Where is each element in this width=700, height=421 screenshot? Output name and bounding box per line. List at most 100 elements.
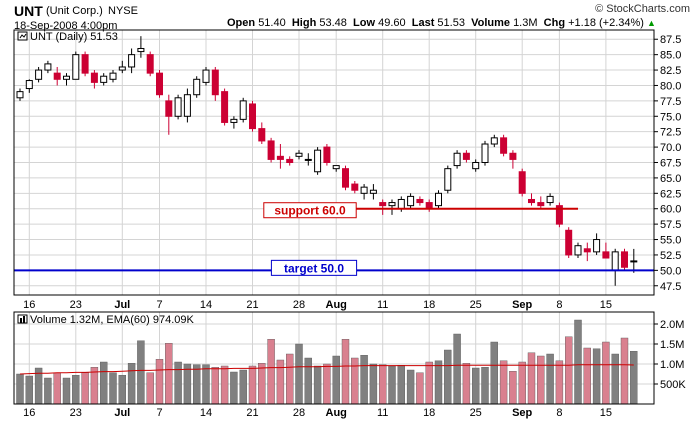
candle xyxy=(500,134,508,157)
date-tick-label: 7 xyxy=(156,407,162,419)
candle xyxy=(276,144,284,169)
volume-bar xyxy=(211,367,220,405)
date-tick-label: 23 xyxy=(70,299,82,311)
candle xyxy=(63,73,70,86)
date-tick-label: 11 xyxy=(377,407,388,419)
candle-body xyxy=(16,91,24,99)
date-tick-label: 21 xyxy=(246,299,258,311)
price-tick-label: 82.5 xyxy=(660,65,681,77)
candle xyxy=(239,97,247,123)
candle-body xyxy=(267,140,275,160)
candle-body xyxy=(472,162,480,170)
volume-axis: 500K 1.0M 1.5M 2.0M xyxy=(654,319,686,391)
candle xyxy=(165,94,173,135)
candle-body xyxy=(239,100,247,120)
price-legend: UNT (Daily) 51.53 xyxy=(17,31,118,43)
volume-bar xyxy=(574,319,582,405)
target-label: target 50.0 xyxy=(270,259,358,276)
candle xyxy=(490,134,498,148)
candle xyxy=(183,88,191,123)
volume-bar xyxy=(109,372,117,405)
candle xyxy=(611,248,619,286)
volume-bar xyxy=(258,363,266,405)
date-tick-label: 14 xyxy=(200,299,212,311)
candle-body xyxy=(621,251,628,268)
ema-line xyxy=(19,364,634,375)
open-value: 51.40 xyxy=(258,17,286,29)
candle-body xyxy=(360,186,368,194)
price-tick-label: 77.5 xyxy=(660,96,681,108)
price-tick-label: 62.5 xyxy=(660,188,681,200)
price-tick-label: 87.5 xyxy=(660,34,681,46)
candle xyxy=(193,76,201,98)
volume-bar xyxy=(630,351,638,405)
candle xyxy=(509,150,517,169)
candle-body xyxy=(481,143,489,163)
candle-body xyxy=(146,54,154,74)
candle xyxy=(267,137,275,163)
candle-body xyxy=(25,80,33,90)
date-tick-label: 8 xyxy=(556,407,562,419)
volume-bar xyxy=(537,355,545,405)
candle xyxy=(453,150,461,169)
candle-body xyxy=(35,69,43,80)
candle xyxy=(602,242,610,259)
candle-body xyxy=(211,69,219,96)
price-tick-label: 80.0 xyxy=(660,80,681,92)
volume-bar xyxy=(323,363,331,405)
date-tick-label: 28 xyxy=(293,407,305,419)
candle-body xyxy=(509,152,517,160)
candle xyxy=(388,199,396,215)
candle-body xyxy=(137,47,145,53)
volume-bar xyxy=(137,340,145,405)
price-tick-label: 57.5 xyxy=(660,219,681,231)
volume-bar xyxy=(406,369,415,405)
candle xyxy=(583,242,591,262)
volume-bar xyxy=(434,360,443,405)
candle xyxy=(286,156,294,166)
candle xyxy=(593,233,601,255)
volume-bar xyxy=(313,365,322,405)
price-tick-label: 67.5 xyxy=(660,158,681,170)
candle xyxy=(323,144,331,166)
date-tick-label: 7 xyxy=(156,299,162,311)
candle xyxy=(444,165,452,194)
price-tick-label: 65.0 xyxy=(660,173,681,185)
volume-bar xyxy=(351,357,359,405)
price-tick-label: 47.5 xyxy=(660,281,681,293)
volume-bars xyxy=(16,319,638,405)
volume-bar xyxy=(379,364,387,405)
volume-bar xyxy=(360,355,368,405)
volume-bar xyxy=(341,339,350,405)
volume-bar xyxy=(239,369,247,405)
candle-body xyxy=(574,245,582,256)
candle xyxy=(211,66,219,101)
date-tick-label: 21 xyxy=(246,407,258,419)
volume-bar xyxy=(518,361,526,405)
candle xyxy=(630,248,638,273)
candle-body xyxy=(453,152,461,167)
ticker-symbol: UNT xyxy=(14,3,43,19)
date-tick-label: 25 xyxy=(470,407,482,419)
volume-bar xyxy=(369,363,378,405)
candle-body xyxy=(379,202,387,207)
candle-body xyxy=(407,195,415,207)
volume-bar xyxy=(416,372,424,405)
volume-bar xyxy=(583,347,591,405)
volume-bar xyxy=(555,360,564,405)
candle xyxy=(44,60,52,74)
date-tick-label: 16 xyxy=(23,299,35,311)
volume-tick-label: 2.0M xyxy=(660,319,684,331)
low-value: 49.60 xyxy=(378,17,406,29)
volume-panel-frame xyxy=(13,311,655,405)
volume-bar xyxy=(16,373,24,405)
candle-body xyxy=(555,205,563,225)
candle xyxy=(156,70,163,98)
candle-body xyxy=(351,183,359,191)
candle-legend-icon xyxy=(19,33,27,39)
candle xyxy=(230,116,238,129)
volume-bar xyxy=(90,367,99,405)
candle-body xyxy=(342,168,349,188)
candle xyxy=(174,94,182,120)
